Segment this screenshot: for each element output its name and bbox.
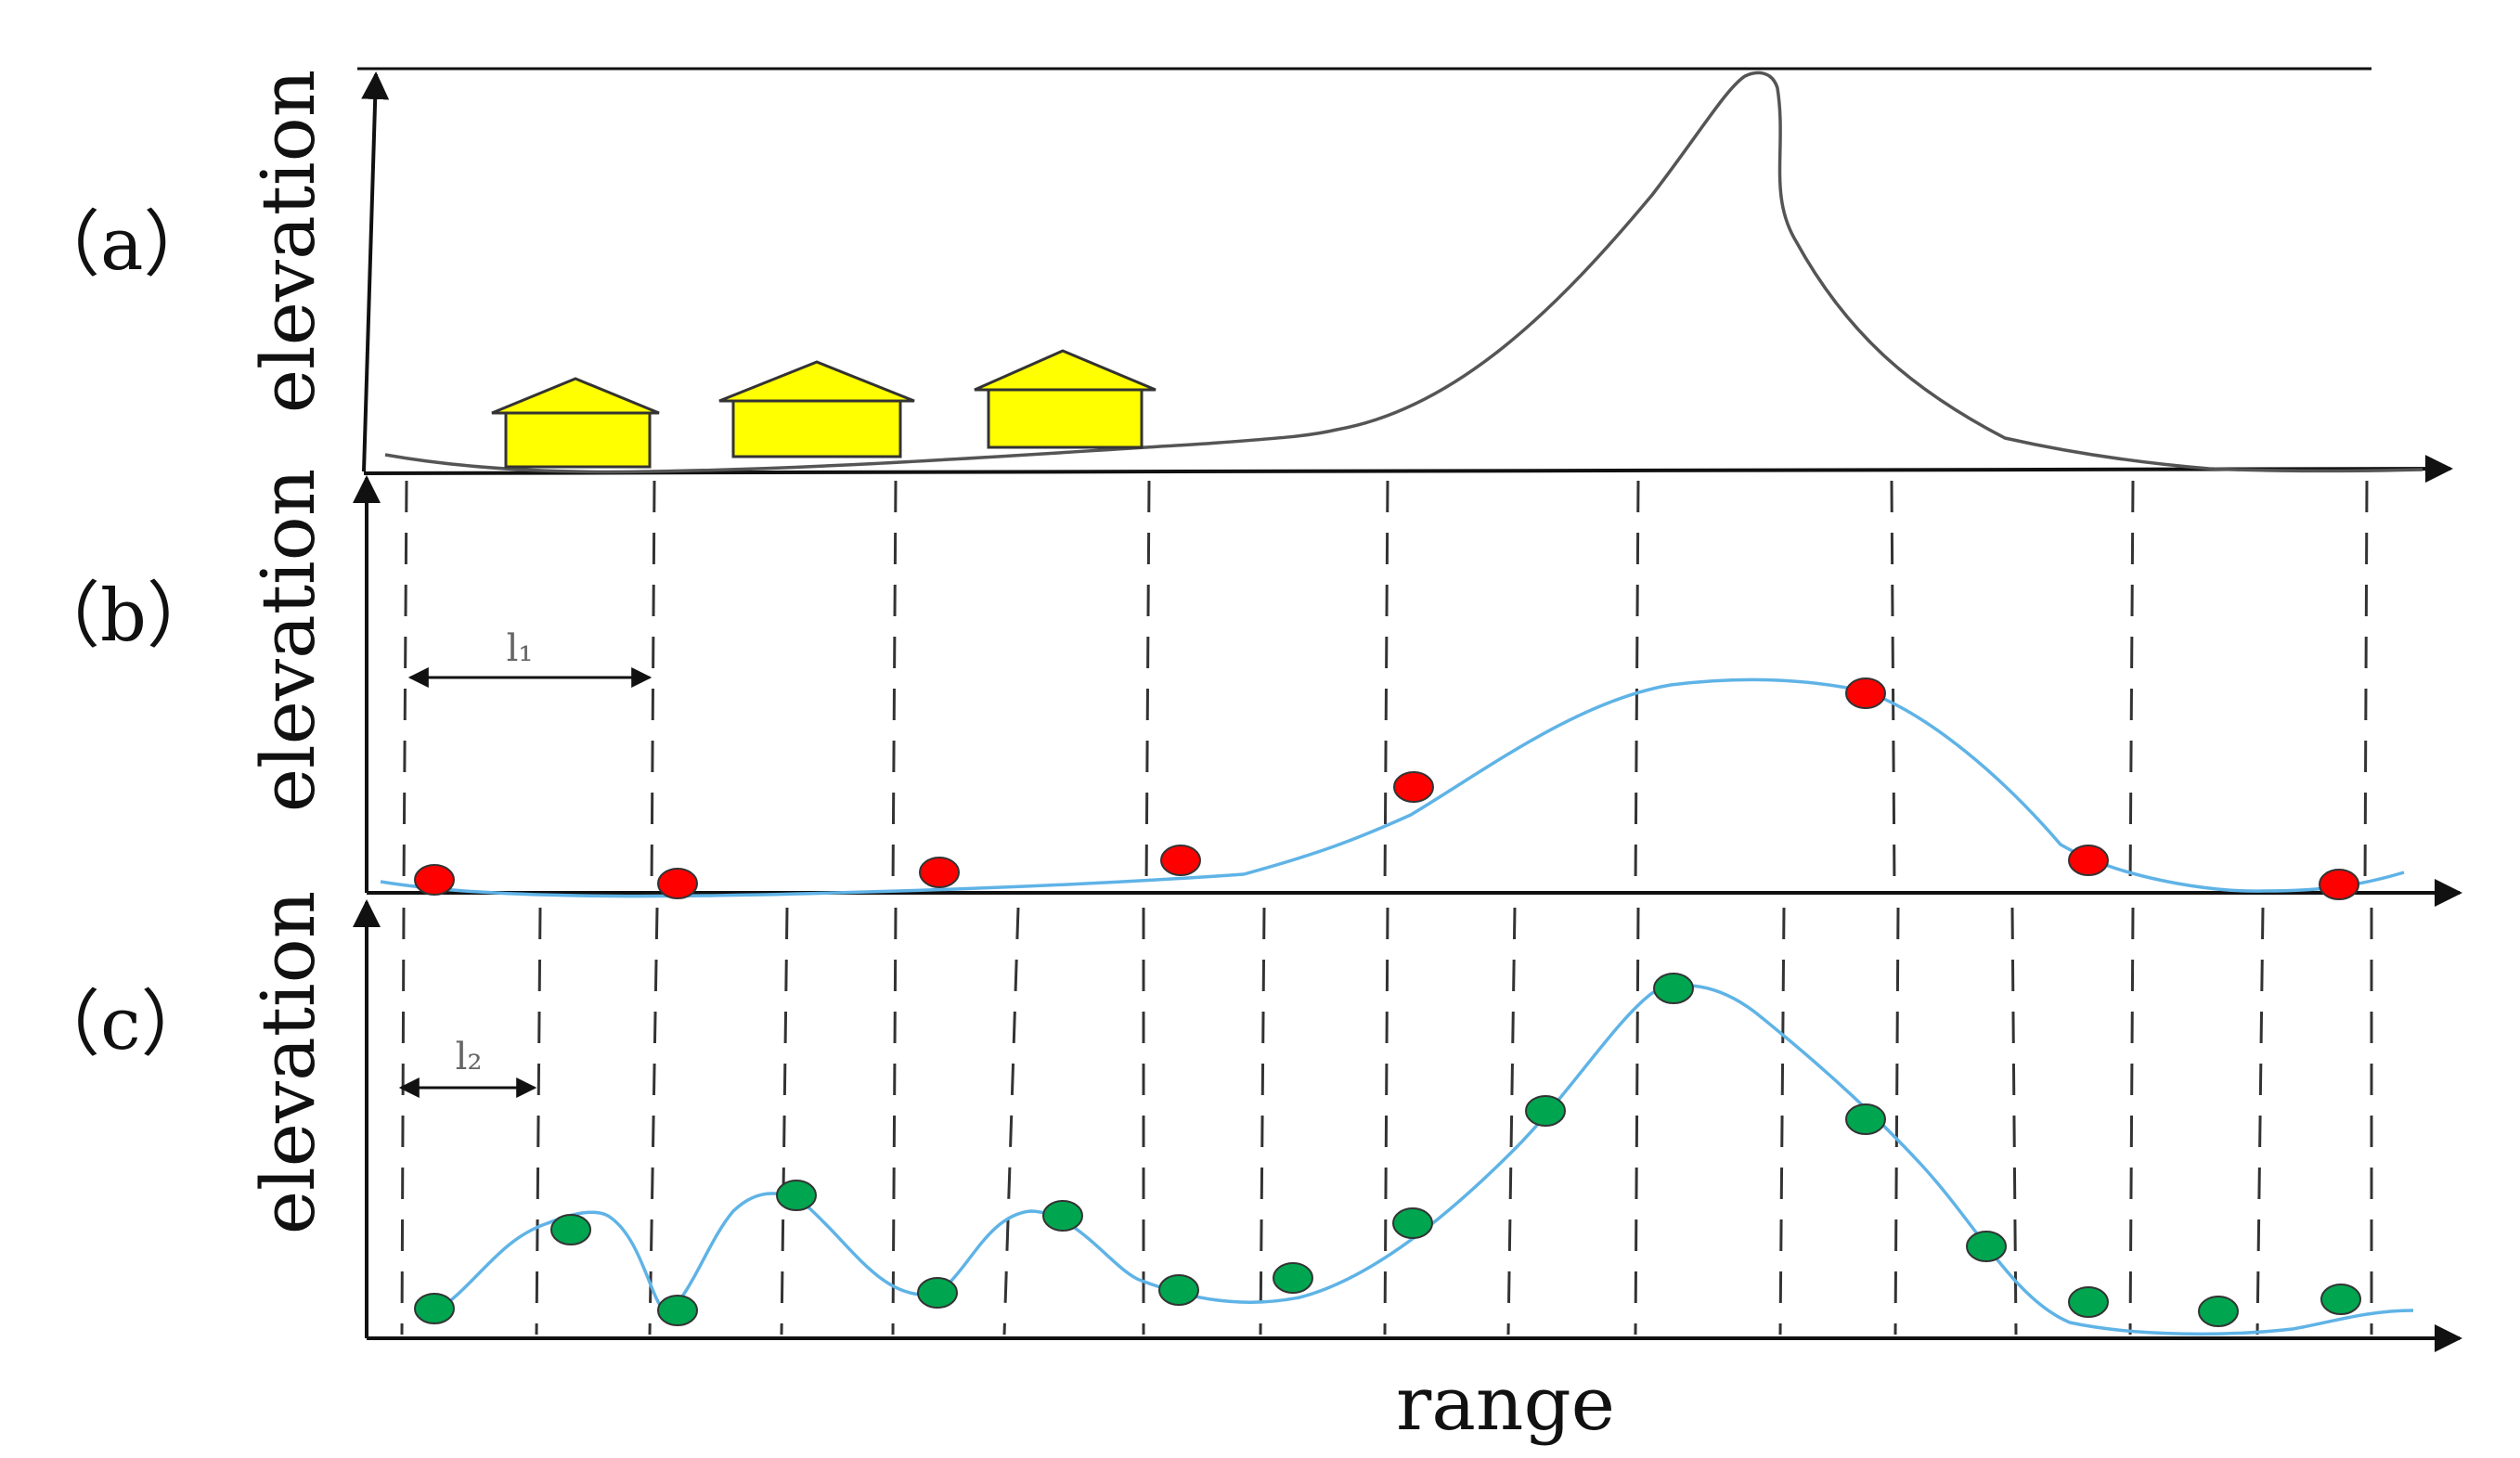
- red-sample-point: [2068, 845, 2109, 876]
- panel-c-dashed-line: [780, 907, 789, 1335]
- panel-c-dashed-line: [1778, 907, 1786, 1335]
- red-sample-point: [657, 868, 698, 899]
- house-1-body: [504, 411, 652, 469]
- panel-b-label: （b）: [28, 574, 219, 658]
- panel-b-dashed-line: [2363, 480, 2369, 890]
- house-3-roof: [974, 349, 1157, 392]
- red-sample-point: [1393, 771, 1434, 803]
- panel-c-dashed-line: [2255, 907, 2265, 1335]
- house-2-body: [731, 399, 902, 458]
- green-sample-point: [917, 1277, 958, 1309]
- green-sample-point: [1042, 1200, 1083, 1232]
- house-2: [718, 360, 915, 458]
- panel-c: l₂: [353, 899, 2462, 1352]
- green-sample-point: [1653, 973, 1694, 1004]
- panel-c-dashed-line: [1506, 907, 1517, 1335]
- green-sample-point: [1158, 1274, 1199, 1306]
- panel-c-dashed-line: [2010, 907, 2018, 1335]
- panel-c-dashed-line: [1893, 907, 1900, 1335]
- panel-b-dashed-line: [1383, 480, 1389, 890]
- green-sample-point: [2198, 1296, 2239, 1327]
- green-sample-point: [414, 1293, 455, 1324]
- house-3-body: [987, 388, 1144, 449]
- green-sample-point: [1525, 1095, 1566, 1127]
- interval-l1-label: l₁: [507, 627, 534, 670]
- panel-c-dashed-line: [648, 907, 659, 1335]
- panel-c-label: （c）: [28, 983, 213, 1066]
- panel-c-dashed-line: [1383, 907, 1389, 1335]
- panel-c-dashed-lines: [400, 907, 2373, 1335]
- panel-a-y-axis: [361, 71, 390, 472]
- panel-c-dashed-line: [1002, 907, 1020, 1335]
- green-sample-point: [1966, 1231, 2007, 1262]
- panel-b-dashed-lines: [402, 480, 2369, 890]
- panel-b: l₁: [353, 475, 2462, 907]
- panel-b-ylabel: elevation: [245, 469, 331, 813]
- panel-b-interpolated-curve: [380, 677, 2405, 898]
- green-sample-point: [1845, 1103, 1886, 1135]
- house-3: [974, 349, 1157, 449]
- panel-a-x-axis: [363, 455, 2453, 484]
- panel-c-dashed-line: [400, 907, 406, 1335]
- panel-b-dashed-line: [650, 480, 656, 890]
- panel-c-dashed-line: [1259, 907, 1266, 1335]
- panel-c-dashed-line: [2128, 907, 2135, 1335]
- panel-c-dashed-line: [535, 907, 542, 1335]
- panel-c-sample-points: [414, 973, 2361, 1327]
- red-sample-point: [1160, 845, 1201, 876]
- panel-c-ylabel: elevation: [245, 891, 331, 1235]
- house-1-roof: [491, 377, 660, 415]
- panel-b-dashed-line: [1634, 480, 1640, 890]
- house-1: [491, 377, 660, 469]
- panel-b-dashed-line: [1144, 480, 1151, 890]
- red-sample-point: [1845, 677, 1886, 709]
- green-sample-point: [2320, 1284, 2361, 1315]
- panel-a-ylabel: elevation: [245, 70, 331, 414]
- panel-b-dashed-line: [402, 480, 408, 890]
- red-sample-point: [2319, 869, 2359, 900]
- green-sample-point: [1273, 1262, 1313, 1294]
- panel-b-sample-points: [414, 677, 2359, 900]
- red-sample-point: [414, 864, 455, 896]
- x-axis-label: range: [1396, 1361, 1615, 1447]
- red-sample-point: [919, 857, 960, 888]
- panel-a: [357, 67, 2453, 484]
- panel-b-dashed-line: [1890, 480, 1896, 890]
- terrain-profile: [384, 71, 2423, 474]
- green-sample-point: [1392, 1207, 1433, 1239]
- green-sample-point: [657, 1295, 698, 1326]
- house-2-roof: [718, 360, 915, 403]
- green-sample-point: [776, 1180, 817, 1211]
- panel-b-dashed-line: [2128, 480, 2135, 890]
- panel-c-interpolated-curve: [439, 984, 2414, 1336]
- panel-a-label: （a）: [28, 203, 216, 287]
- panel-c-dashed-line: [1634, 907, 1640, 1335]
- panel-b-dashed-line: [891, 480, 898, 890]
- panel-c-dashed-line: [891, 907, 898, 1335]
- interval-l2-label: l₂: [456, 1036, 483, 1078]
- green-sample-point: [550, 1214, 591, 1245]
- green-sample-point: [2068, 1286, 2109, 1318]
